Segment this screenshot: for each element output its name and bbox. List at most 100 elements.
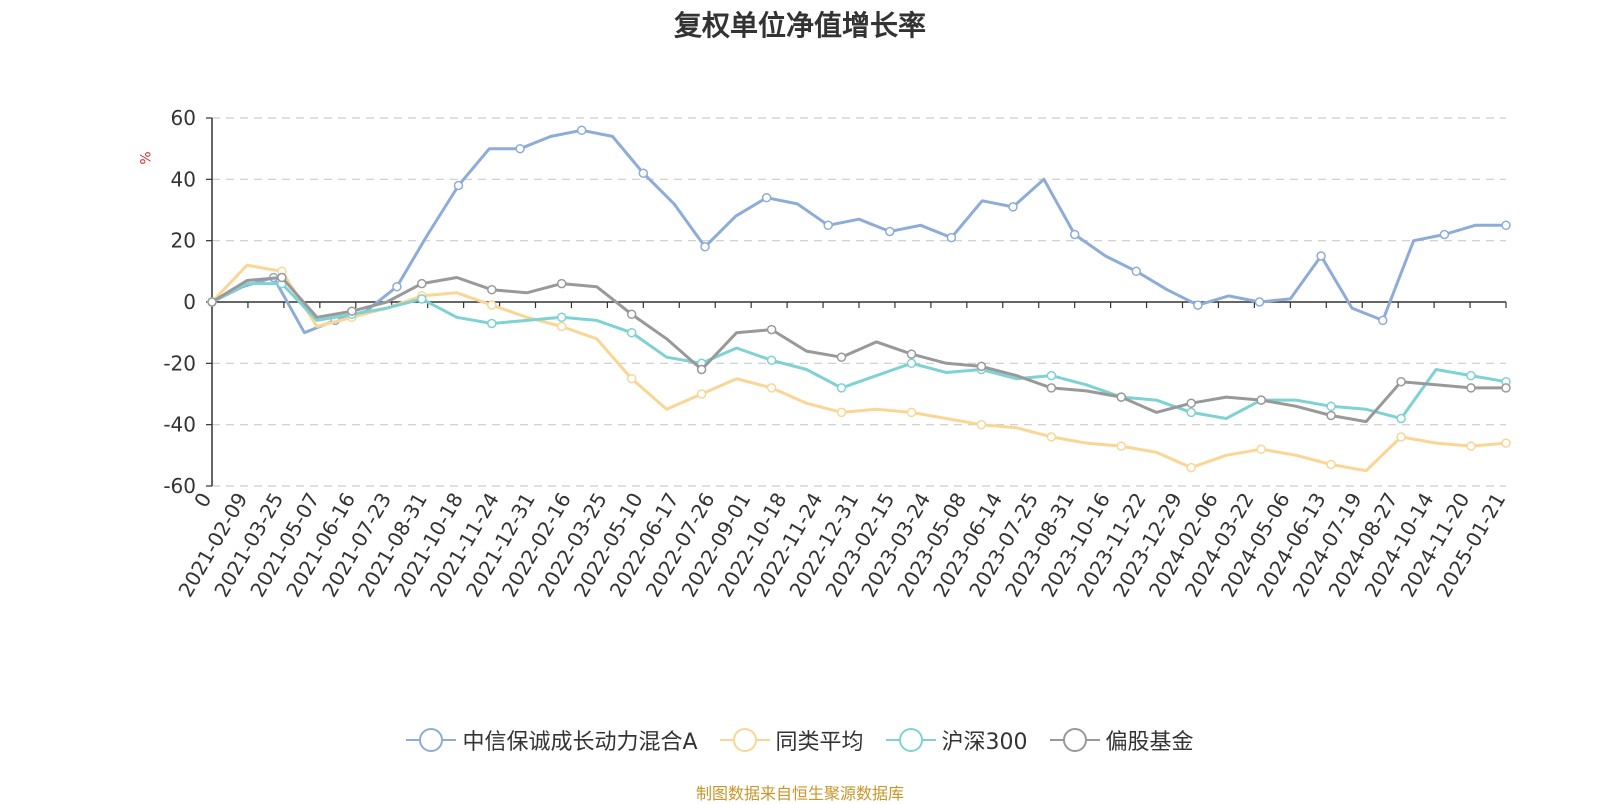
legend-item-0[interactable]: 中信保诚成长动力混合A <box>406 724 698 756</box>
legend-item-2[interactable]: 沪深300 <box>885 724 1028 756</box>
data-point <box>1046 432 1057 442</box>
data-point <box>626 327 637 338</box>
series-group <box>207 125 1511 473</box>
series-1 <box>207 263 1511 473</box>
data-point <box>1501 438 1511 448</box>
data-point <box>487 318 497 329</box>
y-tick-label: 40 <box>171 167 196 191</box>
legend-label: 同类平均 <box>775 730 864 755</box>
data-point <box>1256 444 1266 454</box>
data-point <box>885 226 895 237</box>
y-tick-label: 0 <box>183 290 196 314</box>
data-point <box>207 297 217 307</box>
data-point <box>906 358 917 369</box>
x-tick-label: 0 <box>189 489 216 512</box>
data-point <box>487 300 497 310</box>
data-point <box>638 168 649 178</box>
data-point <box>766 355 777 366</box>
data-point <box>1316 251 1326 261</box>
legend-label: 偏股基金 <box>1105 730 1194 755</box>
data-point <box>761 192 772 203</box>
data-point <box>1396 432 1406 442</box>
data-point <box>277 272 287 283</box>
series-line <box>211 276 1506 424</box>
data-point <box>1326 459 1336 470</box>
data-point <box>626 309 637 320</box>
data-point <box>836 407 847 418</box>
legend-marker <box>1049 728 1100 752</box>
chart-title: 复权单位净值增长率 <box>673 9 926 42</box>
legend-marker <box>885 728 936 752</box>
data-point <box>556 312 567 323</box>
data-point <box>696 364 707 375</box>
data-point <box>1466 383 1476 393</box>
data-point <box>1439 229 1450 240</box>
data-point <box>1046 383 1057 393</box>
data-point <box>576 125 587 136</box>
data-point <box>836 352 847 362</box>
data-point <box>1466 441 1476 451</box>
data-source-note: 制图数据来自恒生聚源数据库 <box>695 784 904 803</box>
data-point <box>1254 297 1265 307</box>
series-3 <box>207 272 1511 424</box>
data-point <box>906 407 917 418</box>
axes <box>206 117 1507 487</box>
data-point <box>696 389 707 399</box>
data-point <box>766 324 777 335</box>
y-tick-label: 20 <box>171 229 196 253</box>
legend-label: 沪深300 <box>941 730 1028 755</box>
data-point <box>392 281 402 292</box>
data-point <box>453 180 464 191</box>
series-line <box>211 128 1506 335</box>
data-point <box>1193 300 1203 310</box>
data-point <box>976 419 987 430</box>
data-point <box>946 232 957 243</box>
data-point <box>1186 398 1196 408</box>
data-point <box>556 278 567 289</box>
data-point <box>347 306 357 316</box>
legend: 中信保诚成长动力混合A 同类平均 沪深300 偏股基金 <box>0 724 1600 756</box>
grid <box>212 117 1506 487</box>
data-point <box>700 242 710 252</box>
y-tick-label: -60 <box>163 474 196 498</box>
data-point <box>487 284 497 295</box>
data-point <box>1378 315 1388 326</box>
data-point <box>1131 266 1142 277</box>
data-point <box>1046 370 1057 381</box>
legend-marker <box>406 728 457 752</box>
data-point <box>1116 392 1127 402</box>
data-point <box>626 373 637 384</box>
legend-label: 中信保诚成长动力混合A <box>462 730 698 755</box>
data-point <box>1069 229 1080 240</box>
data-point <box>1186 407 1196 418</box>
series-line <box>211 282 1507 420</box>
data-point <box>1326 410 1336 421</box>
data-point <box>1396 413 1406 424</box>
series-line <box>210 263 1507 473</box>
y-tick-labels: 60 40 20 0 -20 -40 -60 <box>163 106 196 498</box>
y-tick-label: -40 <box>163 413 196 437</box>
data-point <box>515 143 525 154</box>
data-point <box>1466 370 1476 381</box>
data-point <box>1116 441 1127 451</box>
data-point <box>556 321 567 332</box>
legend-marker <box>719 728 770 752</box>
legend-item-1[interactable]: 同类平均 <box>719 724 864 756</box>
legend-item-3[interactable]: 偏股基金 <box>1049 724 1194 756</box>
data-point <box>1501 383 1511 393</box>
data-point <box>417 294 427 304</box>
x-tick-labels: 02021-02-092021-03-252021-05-072021-06-1… <box>173 488 1510 601</box>
data-point <box>1256 395 1266 405</box>
data-point <box>1501 220 1511 231</box>
data-point <box>417 278 427 289</box>
data-point <box>766 383 777 393</box>
data-point <box>836 383 847 393</box>
data-point <box>976 361 987 372</box>
data-point <box>906 349 917 359</box>
data-point <box>1396 376 1406 387</box>
data-point <box>1186 462 1196 473</box>
y-tick-label: 60 <box>171 106 196 130</box>
data-point <box>1008 202 1018 212</box>
y-tick-label: -20 <box>163 351 196 375</box>
